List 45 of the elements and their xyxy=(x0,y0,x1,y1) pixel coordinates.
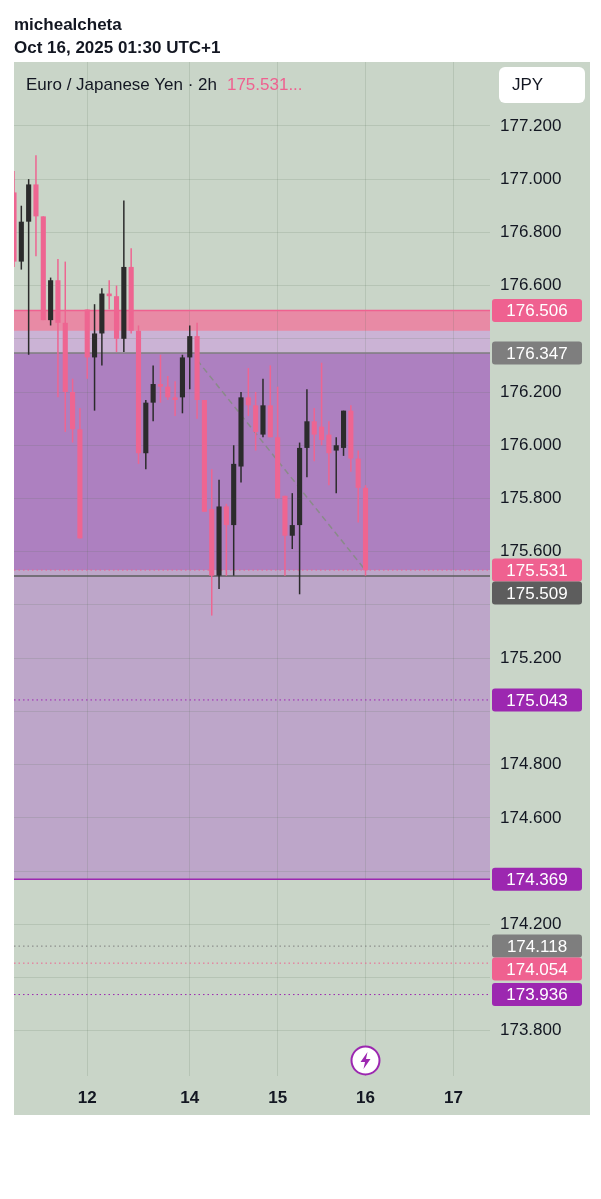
candlestick xyxy=(319,361,325,446)
y-tick-label: 174.200 xyxy=(500,913,562,933)
candlestick xyxy=(333,436,339,494)
y-tick-label: 174.800 xyxy=(500,754,562,774)
x-tick-label: 16 xyxy=(356,1087,375,1107)
x-tick-label: 15 xyxy=(268,1087,288,1107)
y-tick-label: 176.200 xyxy=(500,381,562,401)
y-tick-label: 175.200 xyxy=(500,647,562,667)
y-tick-label: 174.600 xyxy=(500,807,562,827)
y-tick-label: 173.800 xyxy=(500,1020,562,1040)
ref-line-label: 174.118 xyxy=(506,936,568,956)
text: Euro / Japanese Yen · 2h xyxy=(26,75,217,94)
y-axis-title: JPY xyxy=(512,75,544,94)
x-tick-label: 14 xyxy=(180,1087,200,1107)
candlestick xyxy=(245,367,251,417)
y-tick-label: 177.000 xyxy=(500,168,562,188)
ref-line-label: 174.054 xyxy=(506,959,568,979)
text: 175.531... xyxy=(226,75,303,94)
y-tick-label: 176.000 xyxy=(500,434,562,454)
candlestick xyxy=(187,324,193,391)
candlestick xyxy=(289,492,295,550)
ref-line-label: 175.043 xyxy=(506,690,568,710)
ref-line-label: 176.347 xyxy=(506,343,568,363)
ref-line-label: 173.936 xyxy=(506,985,568,1005)
y-tick-label: 176.600 xyxy=(500,275,562,295)
y-tick-label: 177.200 xyxy=(500,115,562,135)
x-tick-label: 17 xyxy=(443,1087,463,1107)
candlestick xyxy=(165,375,171,401)
y-tick-label: 176.800 xyxy=(500,222,562,242)
y-tick-label: 175.600 xyxy=(500,541,562,561)
y-tick-label: 175.800 xyxy=(500,488,562,508)
candlestick xyxy=(91,303,98,412)
ref-line-label: 176.506 xyxy=(506,301,568,321)
ref-line-label: 175.531 xyxy=(506,560,568,580)
candlestick xyxy=(326,420,332,486)
text: michealcheta xyxy=(14,14,123,36)
candlestick xyxy=(223,503,229,577)
candlestick xyxy=(311,407,317,462)
candlestick xyxy=(157,354,164,404)
text: Oct 16, 2025 01:30 UTC+1 xyxy=(14,37,221,59)
candlestick xyxy=(150,364,156,423)
x-tick-label: 12 xyxy=(77,1087,97,1107)
ref-line-label: 174.369 xyxy=(506,870,568,890)
ref-line-label: 175.509 xyxy=(506,583,568,603)
candlestick xyxy=(172,380,178,417)
